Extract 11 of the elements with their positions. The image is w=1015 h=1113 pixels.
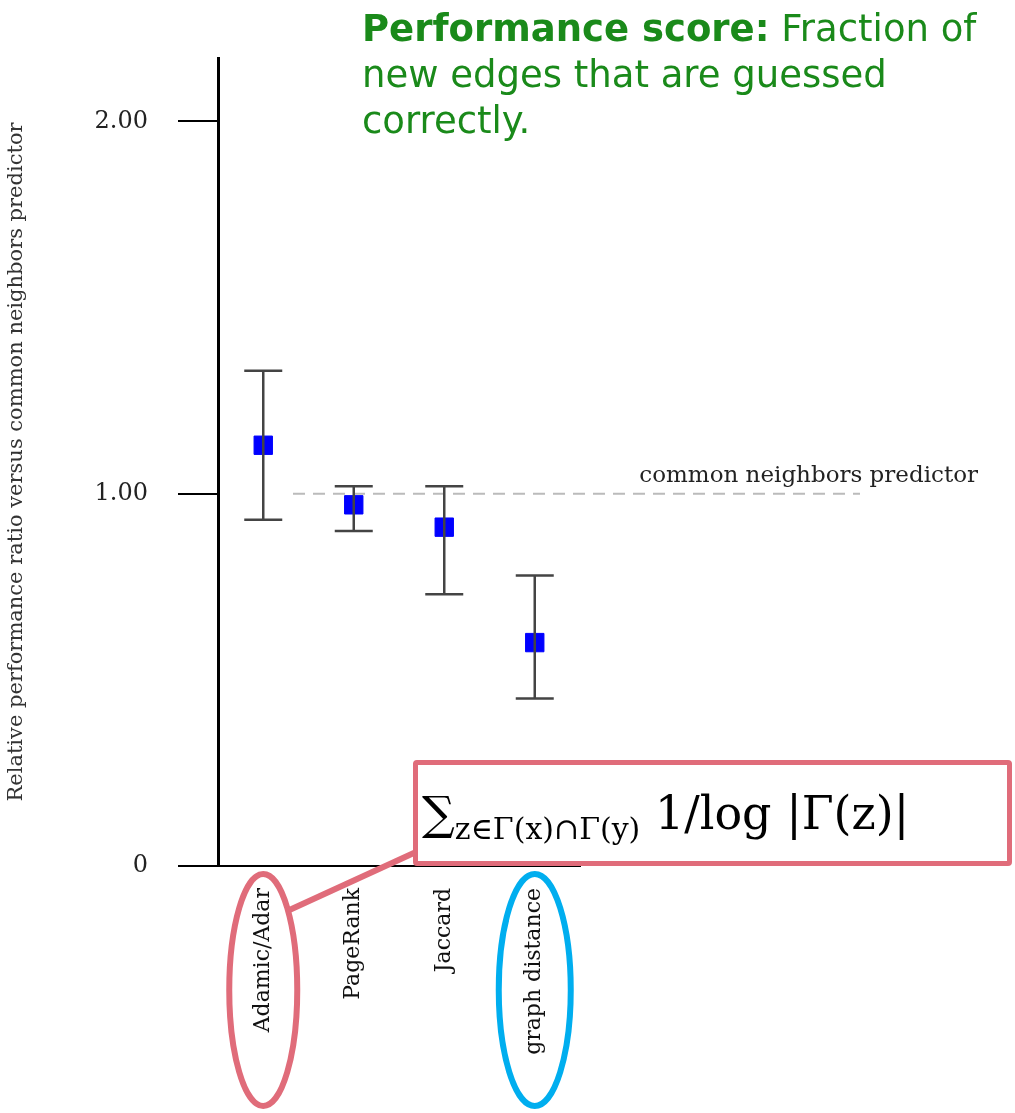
annotation: Performance score: Fraction of new edges that are guessed correctly. xyxy=(362,6,978,144)
annotation: ∑$_{z∈Γ(x)∩Γ(y)}$ 1/log |Γ(z)| xyxy=(413,760,1012,866)
y-tick-label: 0 xyxy=(132,850,148,879)
x-tick-label: Jaccard xyxy=(429,888,455,975)
y-axis-title: Relative performance ratio versus common neighbors predictor xyxy=(3,121,28,802)
x-tick-label: graph distance xyxy=(520,888,546,1055)
y-tick-label: 1.00 xyxy=(94,477,148,506)
x-tick-label: PageRank xyxy=(339,887,365,1000)
x-tick-label: Adamic/Adar xyxy=(248,887,274,1034)
y-tick-label: 2.00 xyxy=(94,105,148,134)
ref-line-label: common neighbors predictor xyxy=(639,461,978,488)
